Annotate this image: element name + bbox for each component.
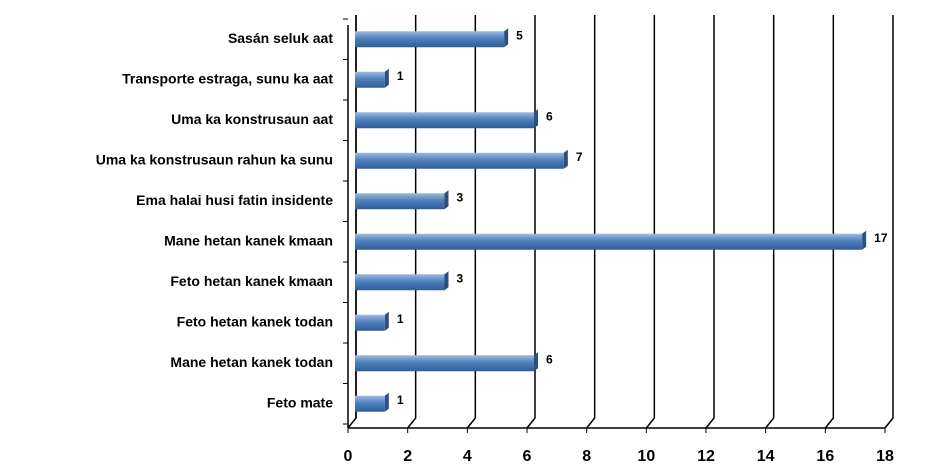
bar-side bbox=[563, 149, 568, 169]
value-label: 6 bbox=[546, 352, 553, 366]
grid-line bbox=[407, 15, 417, 429]
bar-side bbox=[504, 28, 509, 48]
bar-side bbox=[444, 190, 449, 210]
value-label: 1 bbox=[397, 312, 404, 326]
category-label: Feto hetan kanek todan bbox=[177, 313, 333, 329]
grid-line bbox=[884, 15, 894, 429]
category-label: Mane hetan kanek todan bbox=[170, 354, 333, 370]
value-label: 5 bbox=[516, 28, 523, 42]
x-tick-label: 16 bbox=[816, 448, 834, 465]
bar-side bbox=[384, 311, 389, 331]
x-tick-label: 0 bbox=[344, 448, 353, 465]
grid-line bbox=[824, 15, 835, 429]
category-label: Feto mate bbox=[267, 394, 333, 410]
bar-side bbox=[534, 109, 538, 129]
value-label: 17 bbox=[874, 231, 888, 245]
bar-side bbox=[534, 352, 538, 372]
bar bbox=[355, 193, 445, 210]
category-label: Ema halai husi fatin insidente bbox=[136, 192, 333, 208]
bar-side bbox=[862, 230, 867, 250]
grid-line bbox=[347, 15, 357, 429]
bar bbox=[355, 233, 863, 250]
bar-side bbox=[384, 68, 389, 88]
bar bbox=[355, 355, 534, 372]
value-label: 3 bbox=[457, 271, 464, 285]
bar bbox=[355, 71, 385, 88]
grid-line bbox=[586, 15, 596, 429]
x-tick-label: 10 bbox=[637, 448, 655, 465]
category-label: Mane hetan kanek kmaan bbox=[164, 232, 333, 248]
x-tick-label: 8 bbox=[582, 448, 591, 465]
value-label: 1 bbox=[397, 393, 404, 407]
bar bbox=[355, 152, 564, 169]
grid-line bbox=[765, 15, 775, 429]
bar bbox=[355, 314, 385, 331]
x-tick-label: 4 bbox=[463, 448, 472, 465]
category-label: Transporte estraga, sunu ka aat bbox=[122, 70, 333, 86]
category-label: Uma ka konstrusaun aat bbox=[171, 111, 333, 127]
category-label: Sasán seluk aat bbox=[228, 30, 333, 46]
bar-side bbox=[384, 392, 389, 412]
value-label: 6 bbox=[546, 109, 553, 123]
category-label: Feto hetan kanek kmaan bbox=[170, 273, 333, 289]
bar bbox=[355, 274, 445, 291]
bar bbox=[355, 395, 385, 412]
category-label: Uma ka konstrusaun rahun ka sunu bbox=[96, 151, 333, 167]
x-tick-label: 18 bbox=[876, 448, 894, 465]
grid-line bbox=[645, 15, 656, 429]
x-tick-label: 14 bbox=[757, 448, 775, 465]
grid-line bbox=[705, 15, 715, 429]
value-label: 3 bbox=[457, 190, 464, 204]
x-tick-label: 6 bbox=[523, 448, 532, 465]
value-label: 1 bbox=[397, 69, 404, 83]
bar bbox=[355, 112, 534, 129]
bar-side bbox=[444, 271, 449, 291]
grid-line bbox=[466, 15, 477, 429]
grid-line bbox=[526, 15, 536, 429]
value-label: 7 bbox=[576, 150, 583, 164]
x-tick-label: 12 bbox=[697, 448, 715, 465]
x-tick-label: 2 bbox=[403, 448, 412, 465]
bar bbox=[355, 31, 505, 48]
